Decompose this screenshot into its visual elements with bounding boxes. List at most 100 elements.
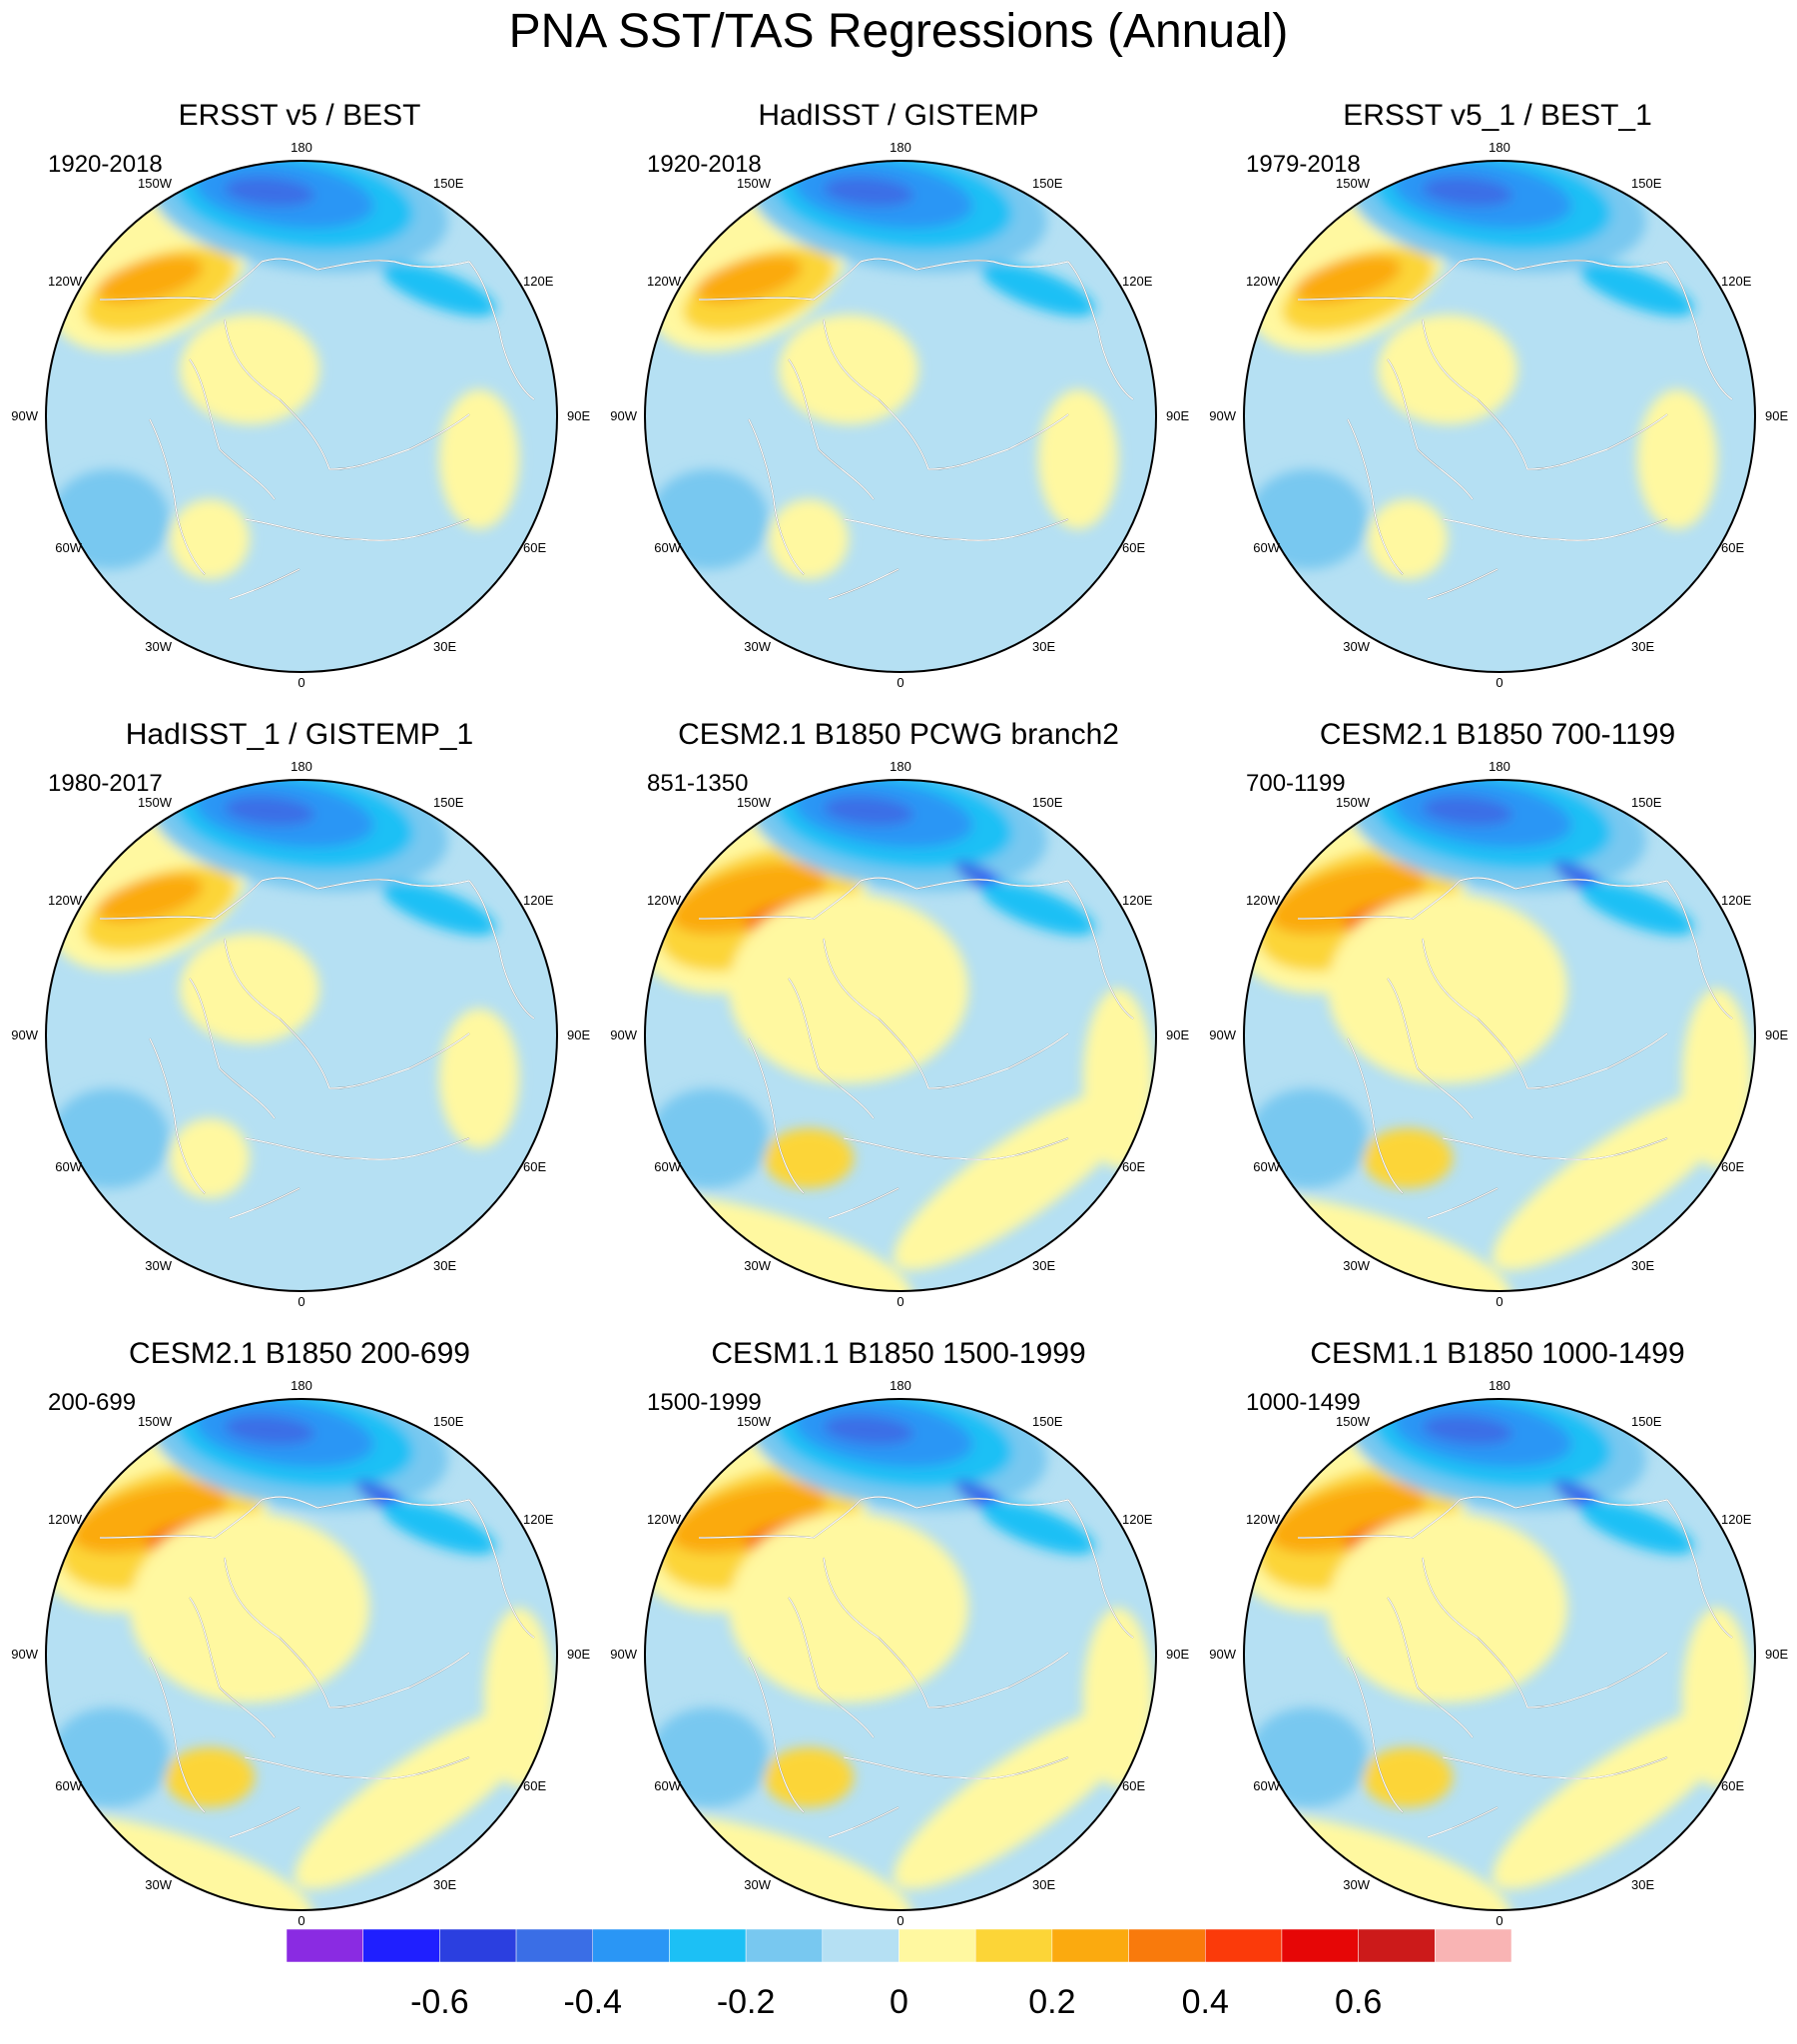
longitude-label: 0: [1496, 675, 1502, 690]
coastline-highlight: [1387, 978, 1474, 1119]
longitude-label: 0: [298, 1294, 304, 1309]
longitude-label: 30E: [433, 1877, 456, 1892]
coastline-highlight: [748, 1037, 805, 1194]
coastline-highlight: [229, 1187, 300, 1219]
atlantic-positive: [1363, 1128, 1453, 1188]
coastline-highlight: [1067, 1499, 1134, 1639]
longitude-label: 180: [1489, 759, 1510, 774]
colorbar-tick-label: -0.6: [410, 1983, 469, 2021]
coastline-highlight: [828, 568, 899, 600]
longitude-label: 30E: [1631, 639, 1654, 654]
coastline-highlight: [1422, 938, 1528, 1089]
coastline-highlight: [860, 1496, 1069, 1509]
longitude-label: 150E: [433, 1414, 464, 1429]
coastline-highlight: [328, 1032, 470, 1089]
coastline-highlight: [823, 319, 929, 470]
colorbar-box: [362, 1928, 440, 1963]
map-border: [1243, 1398, 1756, 1911]
panel-title: CESM2.1 B1850 PCWG branch2: [678, 718, 1119, 751]
polar-map: 180 150W 150E 120W 120E 90W 90E 60W 60E 30W 30E 0: [610, 1378, 1189, 1928]
longitude-label: 90E: [1166, 1027, 1189, 1042]
coastline-highlight: [828, 1806, 899, 1838]
north-pacific-negative-core: [824, 796, 913, 826]
okhotsk-negative: [1580, 1501, 1694, 1555]
longitude-label: 180: [1489, 1378, 1510, 1393]
longitude-label: 0: [298, 1913, 304, 1928]
atlantic-positive: [1363, 1747, 1453, 1807]
longitude-label: 180: [890, 759, 911, 774]
longitude-label: 30W: [744, 1877, 771, 1892]
coastline-highlight: [1422, 319, 1528, 470]
colorbar-box: [745, 1928, 824, 1963]
longitude-label: 120W: [647, 1512, 682, 1527]
longitude-label: 60W: [654, 1778, 681, 1793]
longitude-label: 120E: [523, 893, 554, 908]
coastline-highlight: [189, 358, 276, 500]
longitude-label: 30E: [1032, 1258, 1055, 1273]
longitude-label: 90W: [1209, 1027, 1236, 1042]
eurasia-positive: [894, 1085, 1143, 1271]
longitude-label: 120W: [647, 274, 682, 289]
coastline-highlight: [99, 880, 263, 920]
coastline-highlight: [1459, 877, 1668, 890]
coastline-highlight: [927, 1652, 1069, 1708]
okhotsk-negative: [981, 263, 1095, 317]
period-label: 851-1350: [647, 770, 749, 797]
longitude-label: 60W: [654, 540, 681, 555]
colorbar-box: [822, 1928, 899, 1963]
longitude-label: 30W: [1343, 639, 1370, 654]
coastline-highlight: [244, 1137, 470, 1160]
longitude-label: 30W: [1343, 1877, 1370, 1892]
colorbar-box: [1281, 1928, 1359, 1963]
longitude-label: 120W: [1246, 274, 1281, 289]
longitude-label: 60E: [1721, 1159, 1744, 1174]
land-positive: [1328, 894, 1567, 1083]
coastline-highlight: [1666, 1499, 1733, 1639]
colorbar-box: [898, 1928, 976, 1963]
colorbar-box: [592, 1928, 670, 1963]
map-border: [644, 160, 1157, 673]
longitude-label: 30W: [145, 1258, 172, 1273]
coastline-highlight: [748, 1657, 805, 1813]
map-border: [644, 779, 1157, 1292]
eurasia-positive: [1493, 1085, 1742, 1271]
longitude-label: 0: [1496, 1294, 1502, 1309]
longitude-label: 30W: [145, 1877, 172, 1892]
colorbar-box: [974, 1928, 1053, 1963]
coastline-highlight: [1459, 258, 1668, 271]
coastline-highlight: [1526, 1652, 1668, 1708]
coastline-highlight: [1347, 1037, 1404, 1194]
land-positive: [130, 1513, 369, 1703]
field-layer: [645, 161, 1156, 672]
longitude-label: 120E: [523, 274, 554, 289]
eurasia-positive: [1493, 1704, 1742, 1890]
polar-map: 180 150W 150E 120W 120E 90W 90E 60W 60E 30W 30E 0: [1209, 1378, 1788, 1928]
atlantic-positive: [1368, 499, 1448, 579]
longitude-label: 30E: [1631, 1258, 1654, 1273]
coastline-highlight: [328, 1652, 470, 1708]
longitude-label: 150W: [138, 176, 173, 191]
map-panel: 180 150W 150E 120W 120E 90W 90E 60W 60E 30W 30E 0 CE…: [1198, 1238, 1797, 1928]
longitude-label: 120W: [48, 893, 83, 908]
coastline-highlight: [1347, 418, 1404, 575]
colorbar-tick-label: 0.4: [1182, 1983, 1229, 2021]
map-panel: 180 150W 150E 120W 120E 90W 90E 60W 60E 30W 30E 0 ER…: [0, 0, 599, 690]
coastline-highlight: [1666, 880, 1733, 1020]
longitude-label: 60E: [1122, 1778, 1145, 1793]
panel-title: HadISST / GISTEMP: [758, 99, 1039, 132]
longitude-label: 90W: [610, 1647, 637, 1662]
asia-positive: [1682, 989, 1752, 1168]
panel-title: CESM2.1 B1850 700-1199: [1319, 718, 1676, 751]
coastline-highlight: [328, 413, 470, 470]
coastline-highlight: [788, 978, 875, 1119]
period-label: 1000-1499: [1246, 1389, 1361, 1416]
coastline-highlight: [1442, 518, 1668, 541]
land-positive: [1378, 315, 1517, 424]
atlantic-positive: [165, 1747, 255, 1807]
coastline-highlight: [843, 518, 1069, 541]
panel-title: CESM1.1 B1850 1500-1999: [711, 1337, 1086, 1370]
coastline-highlight: [1297, 261, 1461, 301]
longitude-label: 0: [897, 1913, 903, 1928]
north-pacific-negative-core: [225, 177, 314, 207]
longitude-label: 120E: [1721, 274, 1752, 289]
